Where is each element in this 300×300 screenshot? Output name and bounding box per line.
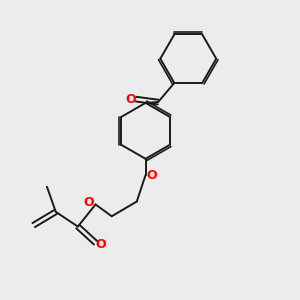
Text: O: O [84, 196, 94, 209]
Text: O: O [95, 238, 106, 251]
Text: O: O [147, 169, 158, 182]
Text: O: O [125, 93, 136, 106]
